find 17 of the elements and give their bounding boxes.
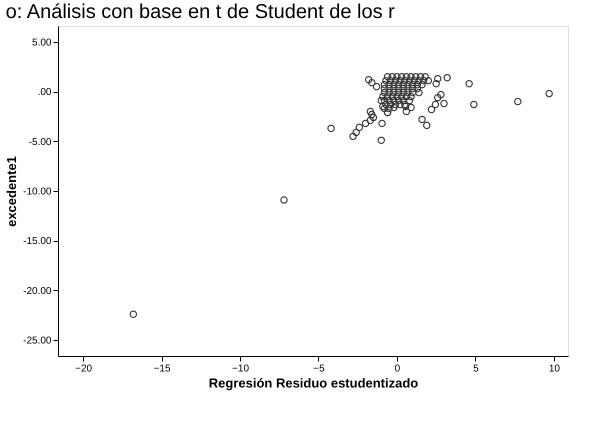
y-axis-title: excedente1 [4,156,20,227]
x-tick-label: −10 [232,364,250,374]
y-tick-label: -10.00 [23,186,52,198]
y-tick-label: .00 [38,87,52,98]
y-tick-label: 5.00 [32,37,52,48]
y-tick-label: -20.00 [23,286,52,297]
chart-title: o: Análisis con base en t de Student de los r [6,1,396,23]
x-axis-title: Regresión Residuo estudentizado [208,376,418,390]
x-tick-label: 5 [473,364,480,374]
y-tick-label: -25.00 [23,336,52,347]
y-tick-label: -5.00 [28,136,52,148]
x-tick-label: 0 [394,364,401,374]
x-tick-label: −5 [313,364,326,374]
x-tick-label: −15 [154,364,171,374]
x-tick-label: 10 [548,364,560,374]
x-tick-label: −20 [75,364,93,374]
y-tick-label: -15.00 [23,236,52,248]
